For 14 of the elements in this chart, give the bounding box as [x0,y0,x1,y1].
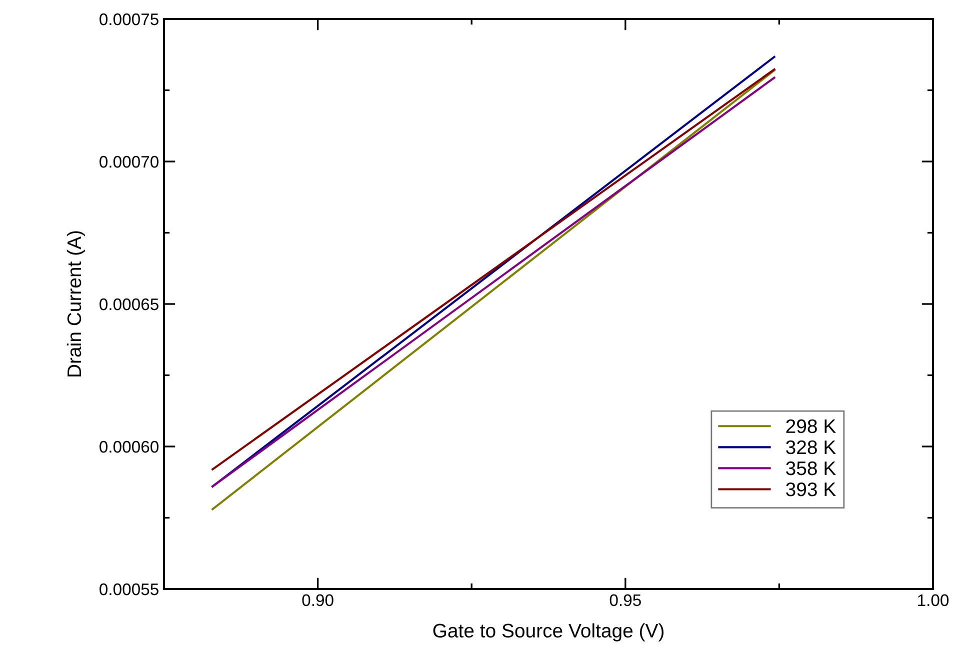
legend-label: 328 K [786,440,836,454]
y-tick-label: 0.00075 [100,13,158,26]
y-tick-label: 0.00070 [100,156,158,168]
y-tick-label: 0.00060 [100,440,158,453]
y-tick-label: 0.00065 [100,298,158,310]
legend-label: 393 K [786,482,836,496]
x-axis-title: Gate to Source Voltage (V) [433,623,664,642]
y-tick-label: 0.00055 [100,583,158,596]
x-tick-label: 0.90 [302,594,334,606]
x-tick-label: 1.00 [918,594,949,606]
legend-label: 358 K [786,461,836,476]
legend-label: 298 K [786,419,836,434]
y-axis-title: Drain Current (A) [66,231,85,376]
x-tick-label: 0.95 [610,594,641,606]
